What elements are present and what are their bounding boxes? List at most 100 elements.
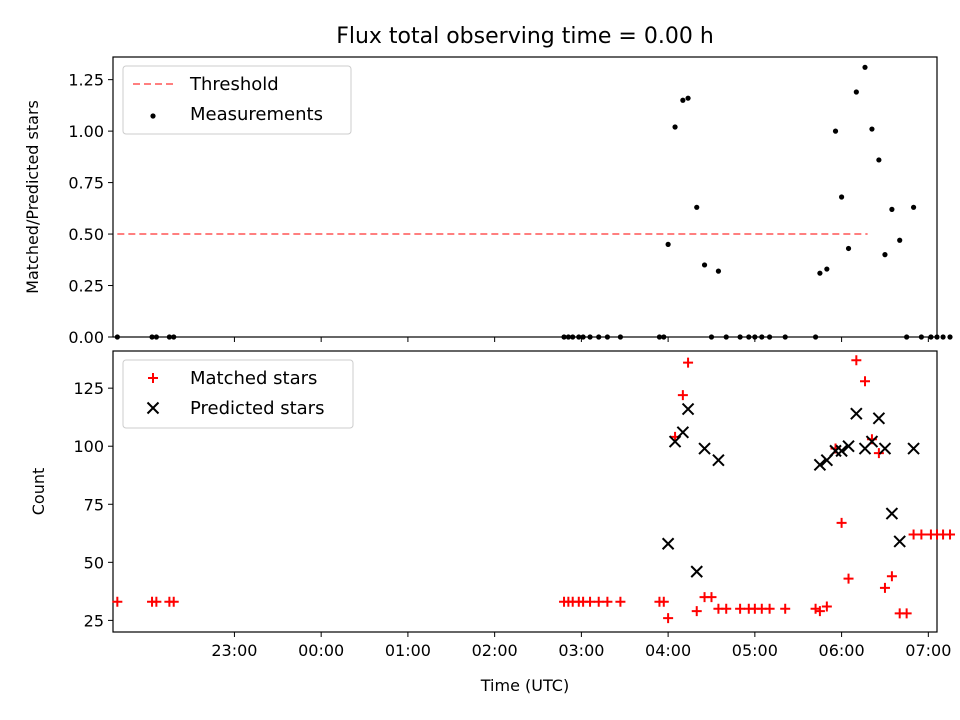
- measurement-point: [759, 334, 765, 340]
- matched-star-point: [677, 390, 688, 401]
- measurement-point: [587, 334, 593, 340]
- x-tick-label: 02:00: [472, 641, 518, 660]
- matched-star-point: [879, 582, 890, 593]
- matched-star-point: [585, 596, 596, 607]
- matched-star-point: [836, 517, 847, 528]
- x-tick-label: 05:00: [732, 641, 778, 660]
- y-tick-label: 1.25: [68, 71, 104, 90]
- measurement-point: [838, 194, 845, 200]
- measurement-point: [672, 124, 678, 130]
- measurement-point: [114, 334, 120, 340]
- matched-star-point: [814, 606, 825, 617]
- predicted-star-point: [878, 442, 892, 455]
- matched-star-point: [780, 603, 791, 614]
- measurement-point: [766, 334, 773, 340]
- predicted-star-point: [668, 435, 682, 448]
- matched-star-point: [916, 529, 927, 540]
- measurement-point: [869, 126, 875, 132]
- x-tick-label: 01:00: [385, 641, 431, 660]
- y-tick-label: 75: [84, 495, 104, 514]
- y-axis-label: Count: [29, 468, 48, 516]
- y-tick-label: 50: [84, 553, 104, 572]
- measurement-point: [723, 334, 729, 340]
- matched-star-point: [602, 596, 613, 607]
- measurement-point: [580, 334, 586, 340]
- measurement-point: [694, 204, 700, 210]
- legend-predicted-swatch: [146, 401, 160, 415]
- predicted-star-point: [712, 453, 725, 467]
- legend-matched-swatch: [148, 373, 158, 383]
- measurement-point: [661, 334, 667, 340]
- measurement-point: [928, 334, 934, 340]
- predicted-star-point: [885, 507, 899, 520]
- measurement-point: [596, 334, 602, 340]
- predicted-star-point: [907, 442, 920, 455]
- matched-star-point: [683, 357, 694, 368]
- measurement-point: [604, 334, 611, 340]
- chart-title: Flux total observing time = 0.00 h: [336, 24, 714, 49]
- x-tick-label: 23:00: [211, 641, 257, 660]
- measurement-point: [656, 334, 663, 340]
- measurement-point: [617, 334, 624, 340]
- matched-star-point: [593, 596, 604, 607]
- matched-star-point: [810, 603, 821, 614]
- measurement-point: [665, 241, 671, 247]
- measurement-point: [570, 334, 576, 340]
- matched-star-point: [658, 596, 669, 607]
- matched-star-point: [706, 592, 717, 603]
- matched-star-point: [860, 376, 871, 387]
- predicted-star-point: [893, 535, 906, 548]
- predicted-star-point: [865, 435, 879, 448]
- matched-star-point: [151, 596, 162, 607]
- measurement-point: [149, 334, 155, 340]
- matched-star-point: [168, 596, 179, 607]
- measurement-point: [918, 334, 924, 340]
- measurement-point: [889, 206, 895, 212]
- measurement-point: [882, 252, 888, 258]
- y-tick-label: 0.25: [68, 277, 104, 296]
- matched-star-point: [821, 601, 832, 612]
- measurement-point: [934, 334, 940, 340]
- measurement-point: [576, 334, 582, 340]
- x-tick-label: 00:00: [298, 641, 344, 660]
- predicted-star-point: [835, 444, 848, 458]
- measurement-point: [701, 262, 708, 268]
- measurement-point: [824, 266, 830, 272]
- legend-box: [122, 359, 354, 429]
- measurement-point: [904, 334, 910, 340]
- measurement-point: [817, 270, 823, 276]
- top-panel-plot: 0.00 0.25 0.50 0.75 1.00 1.25 Matched/Predicte…: [23, 56, 953, 347]
- x-tick-label: 04:00: [645, 641, 691, 660]
- measurement-point: [153, 334, 159, 340]
- matched-star-point: [112, 596, 123, 607]
- matched-star-point: [764, 603, 775, 614]
- measurement-point: [171, 334, 177, 340]
- measurement-point: [897, 237, 903, 243]
- legend-label: Measurements: [190, 104, 323, 125]
- measurement-point: [685, 95, 691, 101]
- matched-star-point: [615, 596, 626, 607]
- measurement-point: [832, 128, 839, 134]
- measurement-point: [940, 334, 946, 340]
- predicted-star-point: [676, 426, 690, 439]
- measurement-point: [845, 245, 852, 252]
- matched-star-point: [901, 608, 912, 619]
- measurement-point: [715, 268, 722, 274]
- axes-frame: [112, 350, 938, 633]
- matched-star-point: [735, 603, 746, 614]
- axes-frame: [112, 56, 938, 338]
- matched-star-point: [873, 448, 884, 459]
- y-tick-label: 25: [84, 611, 104, 630]
- measurement-point: [746, 334, 752, 340]
- measurement-point: [782, 334, 788, 340]
- matched-star-point: [721, 603, 732, 614]
- bottom-panel-plot: 25 50 75 100 125 23:00 00:00 01:00 02:00 03:00 04:…: [29, 350, 956, 695]
- matched-star-point: [691, 606, 702, 617]
- measurement-point: [876, 157, 882, 163]
- legend-label: Threshold: [189, 74, 279, 95]
- measurement-point: [708, 334, 715, 340]
- measurement-point: [737, 334, 743, 340]
- measurement-point: [862, 64, 868, 70]
- measurement-point: [910, 204, 917, 210]
